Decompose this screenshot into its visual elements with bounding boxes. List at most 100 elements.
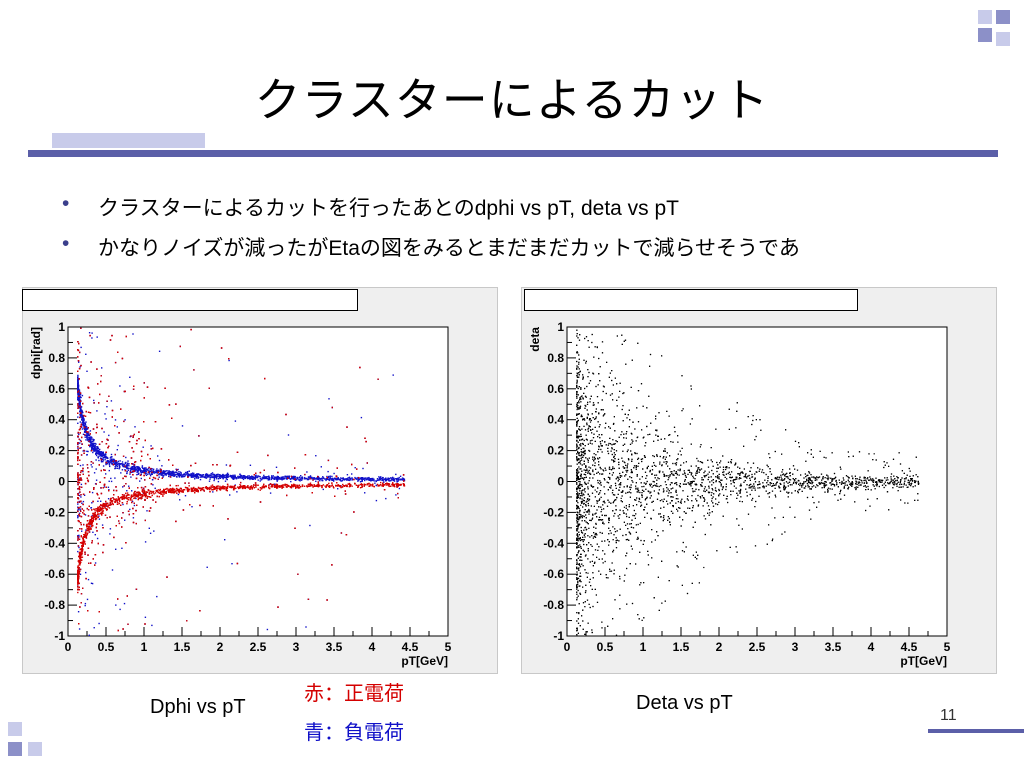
scatter-point (78, 623, 80, 625)
scatter-point (397, 479, 399, 481)
scatter-point (127, 464, 129, 466)
scatter-point (331, 475, 333, 478)
scatter-point (330, 478, 332, 480)
scatter-point (336, 485, 338, 487)
scatter-point (104, 413, 106, 415)
scatter-point (84, 430, 86, 433)
scatter-point (217, 480, 220, 483)
scatter-point (275, 476, 277, 478)
scatter-point (286, 484, 289, 486)
scatter-point (255, 476, 257, 479)
scatter-point (229, 486, 231, 488)
scatter-point (79, 394, 81, 396)
scatter-point (142, 469, 145, 472)
scatter-point (326, 599, 328, 601)
scatter-point (325, 479, 327, 482)
scatter-point (386, 478, 389, 481)
scatter-point (219, 485, 221, 488)
scatter-point (213, 488, 216, 490)
scatter-point (92, 440, 94, 442)
scatter-point (86, 528, 88, 530)
scatter-point (191, 472, 194, 474)
scatter-point (140, 459, 142, 462)
scatter-point (402, 474, 405, 476)
scatter-point (158, 459, 161, 462)
scatter-point (253, 474, 255, 476)
scatter-point (202, 474, 204, 476)
scatter-point (81, 418, 83, 420)
scatter-point (205, 474, 208, 476)
scatter-point (79, 551, 81, 553)
scatter-point (79, 427, 81, 430)
scatter-point (77, 356, 79, 358)
scatter-point (82, 469, 84, 472)
scatter-point (212, 473, 214, 475)
scatter-point (286, 494, 288, 497)
scatter-point (226, 476, 229, 478)
scatter-point (354, 467, 356, 469)
scatter-point (85, 571, 87, 574)
scatter-point (77, 447, 79, 449)
scatter-point (143, 468, 146, 471)
scatter-point (93, 508, 95, 510)
scatter-point (118, 464, 120, 466)
scatter-point (97, 456, 99, 458)
scatter-point (172, 471, 174, 473)
scatter-point (219, 487, 222, 489)
scatter-point (209, 491, 211, 493)
scatter-point (77, 453, 79, 455)
scatter-point (85, 421, 87, 423)
scatter-point (91, 447, 93, 449)
scatter-point (144, 616, 147, 618)
scatter-point (216, 488, 218, 490)
scatter-point (132, 521, 135, 524)
scatter-point (126, 462, 129, 464)
scatter-point (163, 474, 165, 477)
scatter-point (382, 485, 384, 487)
scatter-point (124, 462, 126, 465)
scatter-point (80, 409, 82, 412)
scatter-point (81, 541, 83, 543)
scatter-point (260, 479, 263, 481)
scatter-point (148, 471, 151, 473)
scatter-point (92, 531, 94, 533)
scatter-point (397, 492, 399, 495)
scatter-point (184, 486, 187, 489)
scatter-point (154, 487, 156, 489)
scatter-point (337, 484, 339, 486)
scatter-point (97, 446, 99, 448)
scatter-point (118, 462, 120, 464)
dphi-vs-pt-chart: 0 0.5 1 1.5 2 2.5 3 3.5 4 4.5 5-1-0.8-0.6-0.4-0.20… (29, 320, 452, 668)
scatter-point (111, 463, 113, 465)
scatter-point (77, 476, 79, 478)
scatter-point (142, 467, 144, 469)
scatter-point (174, 491, 176, 493)
scatter-point (299, 486, 302, 488)
scatter-point (80, 496, 82, 498)
scatter-point (174, 490, 176, 493)
scatter-point (126, 501, 128, 503)
scatter-point (213, 473, 216, 476)
scatter-point (99, 451, 101, 453)
scatter-point (356, 477, 358, 479)
scatter-point (284, 475, 286, 477)
scatter-point (137, 498, 139, 501)
scatter-point (285, 476, 287, 478)
scatter-point (135, 443, 138, 445)
scatter-point (112, 460, 114, 462)
scatter-point (137, 468, 139, 470)
scatter-point (122, 455, 125, 457)
scatter-point (268, 479, 271, 481)
scatter-point (229, 494, 231, 496)
scatter-point (137, 470, 139, 473)
scatter-point (99, 454, 102, 456)
scatter-point (78, 482, 81, 484)
scatter-point (152, 447, 154, 450)
scatter-point (226, 472, 229, 474)
scatter-point (385, 478, 388, 481)
scatter-point (148, 510, 151, 512)
scatter-point (126, 464, 128, 466)
scatter-point (225, 475, 227, 477)
scatter-point (80, 414, 82, 417)
scatter-point (119, 466, 121, 468)
